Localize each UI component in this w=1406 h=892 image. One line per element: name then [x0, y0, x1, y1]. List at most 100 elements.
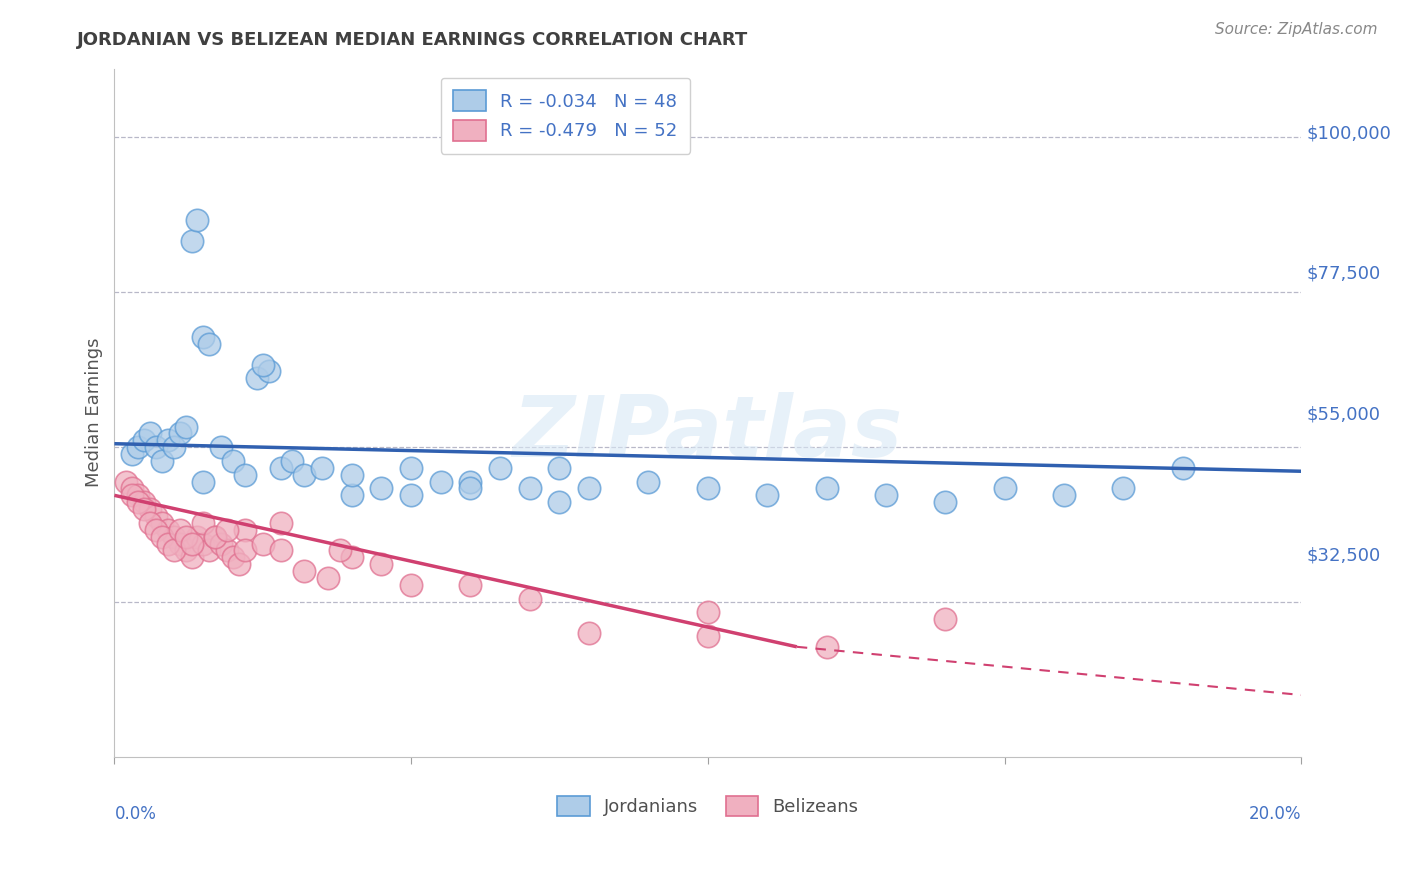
Point: [696, 630, 718, 644]
Point: [193, 330, 215, 344]
Point: [127, 495, 149, 509]
Point: [1171, 460, 1194, 475]
Point: [169, 426, 191, 441]
Point: [132, 502, 155, 516]
Point: [156, 536, 179, 550]
Point: [198, 543, 221, 558]
Point: [430, 475, 453, 489]
Point: [121, 488, 143, 502]
Point: [198, 337, 221, 351]
Point: [578, 482, 600, 496]
Point: [186, 213, 208, 227]
Point: [270, 543, 292, 558]
Point: [193, 475, 215, 489]
Point: [316, 571, 339, 585]
Point: [292, 467, 315, 482]
Point: [222, 550, 245, 565]
Point: [193, 516, 215, 530]
Point: [163, 543, 186, 558]
Point: [548, 495, 571, 509]
Point: [292, 564, 315, 578]
Point: [186, 530, 208, 544]
Point: [204, 530, 226, 544]
Point: [1053, 488, 1076, 502]
Point: [169, 523, 191, 537]
Point: [246, 371, 269, 385]
Point: [281, 454, 304, 468]
Point: [180, 536, 202, 550]
Point: [222, 454, 245, 468]
Point: [233, 543, 256, 558]
Point: [489, 460, 512, 475]
Point: [127, 440, 149, 454]
Text: ZIPatlas: ZIPatlas: [513, 392, 903, 475]
Point: [696, 482, 718, 496]
Point: [209, 536, 232, 550]
Point: [399, 488, 422, 502]
Point: [169, 536, 191, 550]
Point: [399, 460, 422, 475]
Point: [340, 488, 363, 502]
Point: [132, 495, 155, 509]
Point: [204, 530, 226, 544]
Point: [311, 460, 333, 475]
Point: [150, 454, 173, 468]
Point: [370, 558, 392, 572]
Point: [257, 364, 280, 378]
Point: [156, 523, 179, 537]
Point: [1112, 482, 1135, 496]
Point: [233, 467, 256, 482]
Point: [163, 440, 186, 454]
Point: [578, 626, 600, 640]
Point: [174, 530, 197, 544]
Point: [399, 578, 422, 592]
Point: [934, 612, 956, 626]
Point: [548, 460, 571, 475]
Point: [460, 475, 482, 489]
Text: JORDANIAN VS BELIZEAN MEDIAN EARNINGS CORRELATION CHART: JORDANIAN VS BELIZEAN MEDIAN EARNINGS CO…: [77, 31, 748, 49]
Point: [228, 558, 250, 572]
Text: Source: ZipAtlas.com: Source: ZipAtlas.com: [1215, 22, 1378, 37]
Point: [875, 488, 897, 502]
Legend: Jordanians, Belizeans: Jordanians, Belizeans: [550, 789, 866, 823]
Point: [145, 508, 167, 523]
Point: [139, 516, 162, 530]
Point: [815, 640, 838, 654]
Point: [174, 543, 197, 558]
Point: [252, 536, 274, 550]
Point: [180, 234, 202, 248]
Point: [217, 523, 239, 537]
Point: [217, 543, 239, 558]
Text: 0.0%: 0.0%: [114, 805, 156, 823]
Point: [270, 460, 292, 475]
Point: [696, 606, 718, 620]
Text: 20.0%: 20.0%: [1249, 805, 1302, 823]
Point: [270, 516, 292, 530]
Point: [115, 475, 138, 489]
Point: [139, 426, 162, 441]
Point: [193, 536, 215, 550]
Point: [756, 488, 779, 502]
Y-axis label: Median Earnings: Median Earnings: [86, 338, 103, 488]
Point: [156, 434, 179, 448]
Point: [150, 530, 173, 544]
Point: [519, 482, 541, 496]
Point: [460, 578, 482, 592]
Point: [340, 550, 363, 565]
Point: [180, 550, 202, 565]
Point: [637, 475, 659, 489]
Point: [519, 591, 541, 606]
Point: [121, 482, 143, 496]
Point: [132, 434, 155, 448]
Point: [252, 358, 274, 372]
Point: [209, 440, 232, 454]
Point: [993, 482, 1015, 496]
Point: [121, 447, 143, 461]
Point: [163, 530, 186, 544]
Point: [815, 482, 838, 496]
Point: [150, 516, 173, 530]
Point: [329, 543, 352, 558]
Point: [145, 440, 167, 454]
Point: [145, 523, 167, 537]
Point: [460, 482, 482, 496]
